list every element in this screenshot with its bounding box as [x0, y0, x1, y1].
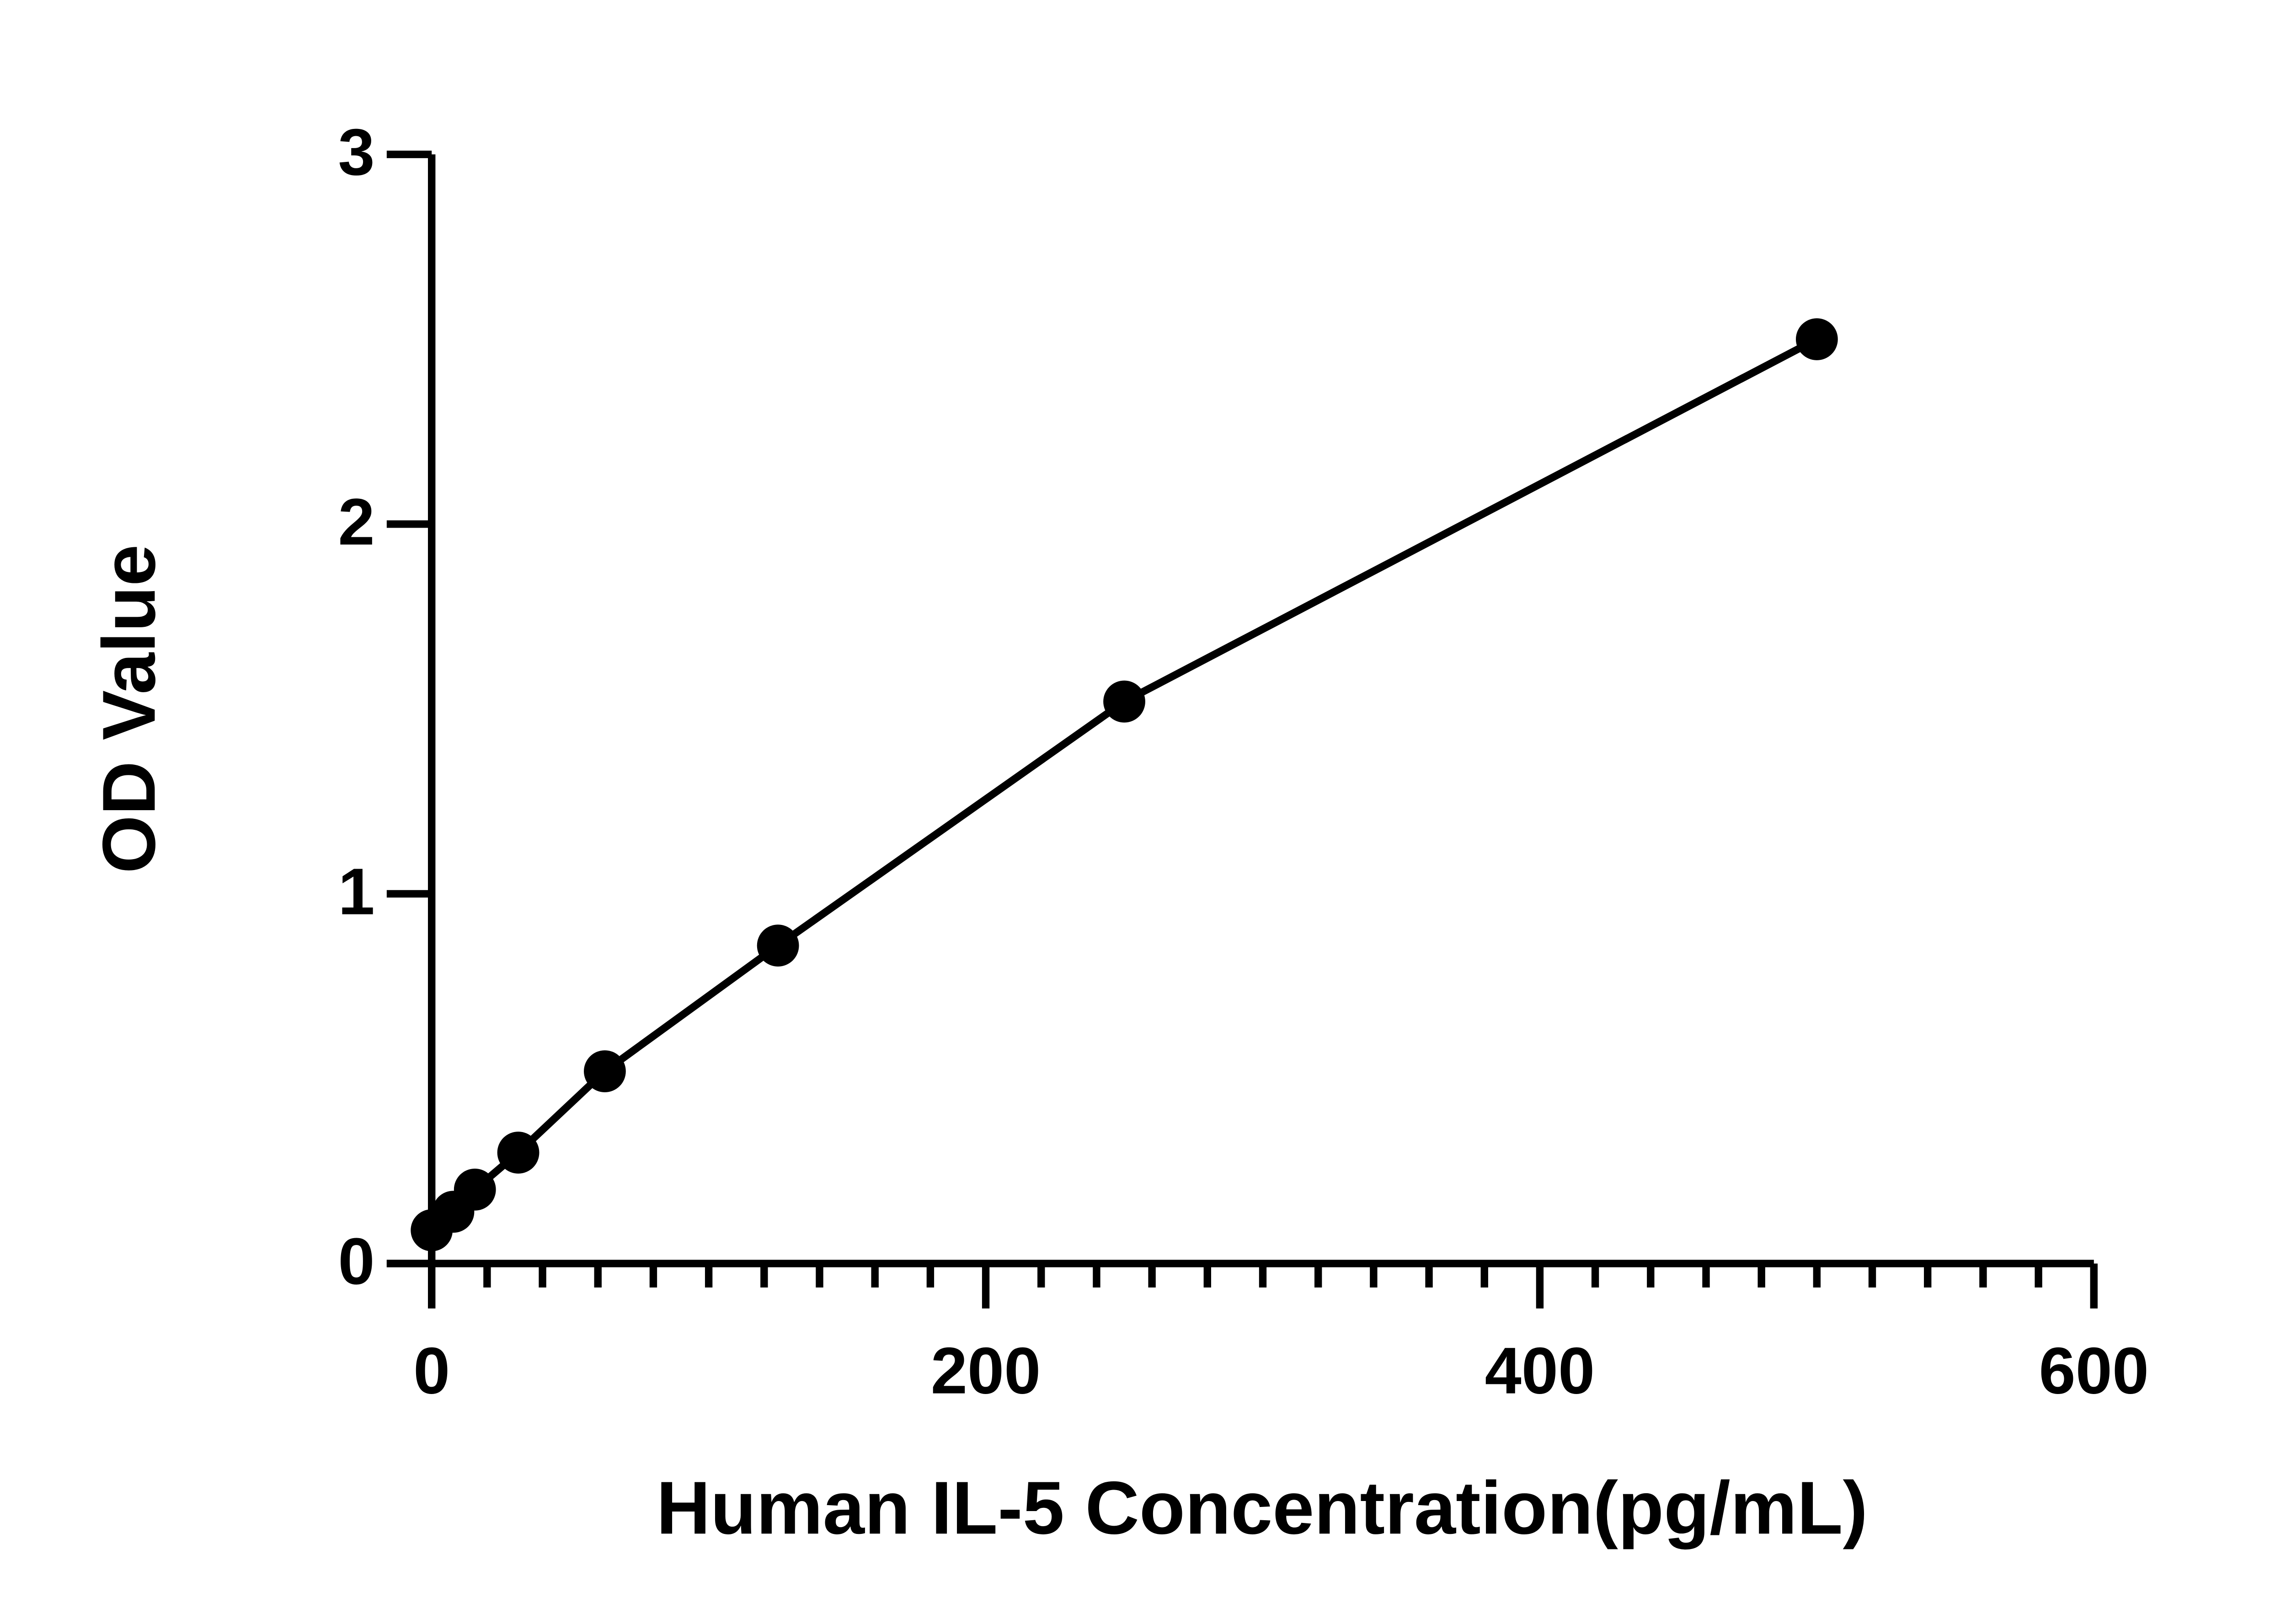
data-point: [497, 1132, 539, 1174]
fit-line: [429, 336, 1819, 1234]
data-point: [757, 924, 799, 967]
y-axis-title: OD Value: [87, 545, 171, 874]
y-tick-label: 0: [338, 1224, 374, 1298]
y-tick-label: 3: [338, 115, 374, 189]
data-point: [1795, 318, 1838, 360]
y-tick-label: 1: [338, 855, 374, 929]
x-tick-label: 0: [413, 1334, 450, 1408]
x-tick-label: 200: [931, 1334, 1041, 1408]
x-tick-label: 600: [2039, 1334, 2149, 1408]
data-point: [1103, 680, 1145, 723]
x-axis-title: Human IL-5 Concentration(pg/mL): [657, 1466, 1868, 1549]
x-tick-label: 400: [1485, 1334, 1595, 1408]
data-point: [584, 1050, 626, 1092]
data-point: [454, 1168, 496, 1211]
y-tick-label: 2: [338, 485, 374, 559]
